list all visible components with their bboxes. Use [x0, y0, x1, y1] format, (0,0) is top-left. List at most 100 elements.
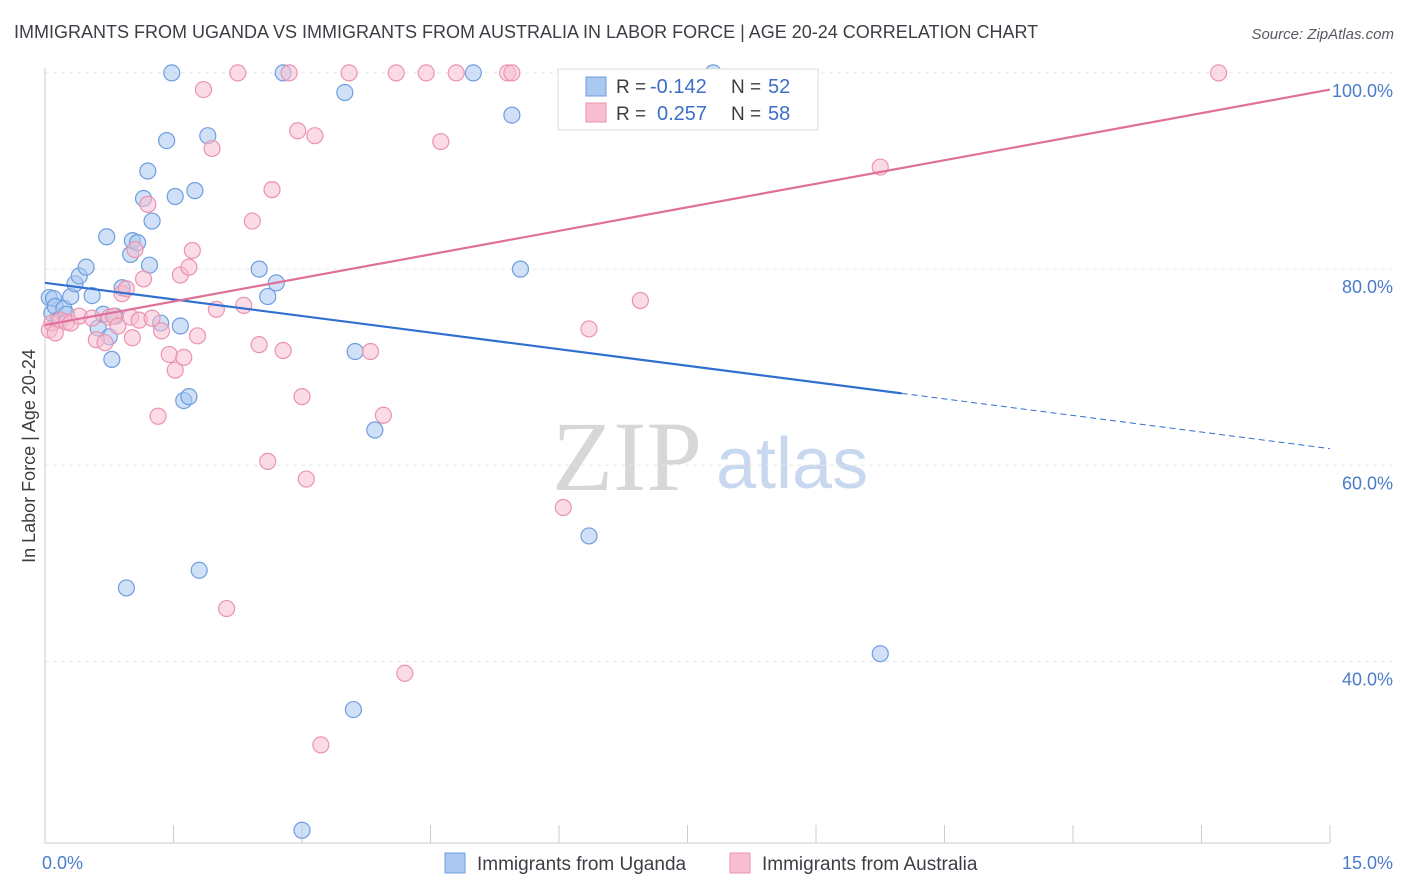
australia-point-54 — [432, 132, 450, 151]
y-tick-label-100: 100.0% — [1332, 81, 1393, 101]
uganda-point-10 — [77, 258, 95, 276]
uganda-point-14 — [98, 228, 116, 246]
australia-point-27 — [175, 348, 193, 366]
bottom-legend-uganda: Immigrants from Uganda — [477, 854, 687, 875]
australia-point-30 — [188, 327, 207, 345]
legend-n-value-uganda: 52 — [768, 76, 790, 98]
legend-swatch-uganda — [585, 76, 607, 97]
y-axis-label: In Labor Force | Age 20-24 — [19, 349, 39, 563]
x-tick-label-min: 0.0% — [42, 853, 83, 873]
australia-point-38 — [250, 336, 268, 354]
australia-point-31 — [194, 80, 213, 99]
legend-swatch-australia — [585, 102, 607, 123]
australia-point-24 — [160, 345, 178, 364]
uganda-point-46 — [464, 64, 482, 82]
uganda-point-26 — [143, 212, 161, 230]
australia-point-48 — [340, 64, 358, 82]
legend-n-label-australia: N = — [731, 104, 761, 125]
axes — [44, 68, 1331, 844]
uganda-point-30 — [166, 187, 184, 206]
uganda-point-37 — [250, 260, 268, 278]
bottom-legend-australia: Immigrants from Australia — [762, 854, 978, 875]
watermark-zip: ZIP — [552, 401, 702, 512]
uganda-trend-line-projection — [901, 392, 1331, 450]
y-tick-label-80: 80.0% — [1342, 277, 1393, 297]
australia-point-49 — [361, 342, 380, 361]
australia-point-52 — [396, 664, 414, 682]
australia-point-16 — [123, 329, 141, 347]
australia-point-21 — [143, 309, 161, 327]
x-tick-labels: 0.0% 15.0% — [42, 853, 1393, 873]
australia-point-57 — [503, 64, 521, 82]
watermark: ZIP atlas — [552, 401, 868, 512]
australia-point-50 — [374, 406, 392, 424]
uganda-point-42 — [336, 83, 354, 102]
australia-point-47 — [312, 736, 330, 754]
australia-point-58 — [554, 498, 572, 517]
australia-point-32 — [203, 139, 221, 158]
legend-r-value-uganda: -0.142 — [650, 76, 707, 98]
legend-r-value-australia: 0.257 — [657, 103, 707, 125]
watermark-atlas: atlas — [716, 424, 868, 504]
australia-point-41 — [274, 341, 292, 360]
uganda-point-24 — [139, 162, 157, 180]
australia-point-28 — [180, 258, 198, 276]
bottom-legend-swatch-uganda — [444, 852, 466, 874]
chart-title: IMMIGRANTS FROM UGANDA VS IMMIGRANTS FRO… — [14, 22, 1038, 42]
uganda-point-47 — [503, 106, 521, 124]
uganda-point-31 — [171, 317, 189, 335]
uganda-point-51 — [871, 645, 889, 663]
australia-point-59 — [580, 320, 598, 338]
australia-point-45 — [297, 470, 315, 488]
australia-point-19 — [134, 270, 153, 288]
australia-point-25 — [166, 361, 184, 379]
uganda-point-28 — [158, 131, 176, 150]
y-tick-labels: 40.0% 60.0% 80.0% 100.0% — [1332, 81, 1393, 690]
uganda-point-29 — [163, 64, 181, 82]
uganda-point-41 — [293, 821, 311, 839]
uganda-point-49 — [580, 527, 598, 545]
australia-point-37 — [243, 212, 261, 230]
australia-point-12 — [109, 317, 127, 335]
uganda-point-43 — [344, 700, 362, 719]
uganda-point-45 — [366, 421, 384, 439]
legend-r-label-australia: R = — [616, 104, 646, 125]
australia-point-9 — [96, 334, 114, 352]
australia-point-34 — [218, 599, 236, 618]
australia-point-23 — [152, 322, 171, 340]
australia-point-46 — [306, 127, 324, 145]
australia-point-51 — [387, 64, 405, 82]
australia-point-29 — [183, 241, 201, 260]
uganda-point-33 — [180, 388, 198, 406]
australia-point-44 — [293, 388, 311, 406]
australia-point-20 — [139, 195, 157, 213]
uganda-point-19 — [117, 579, 135, 597]
trend-lines — [44, 88, 1331, 450]
uganda-point-38 — [259, 287, 277, 306]
uganda-trend-line — [44, 281, 902, 395]
y-tick-label-60: 60.0% — [1342, 473, 1393, 493]
legend-r-label-uganda: R = — [616, 77, 646, 98]
legend-n-value-australia: 58 — [768, 103, 790, 125]
australia-point-42 — [280, 64, 298, 82]
y-tick-label-40: 40.0% — [1342, 670, 1393, 690]
uganda-point-11 — [83, 286, 101, 305]
australia-point-35 — [229, 64, 247, 82]
uganda-point-35 — [190, 561, 208, 579]
uganda-point-34 — [186, 182, 204, 200]
australia-points — [40, 64, 1228, 754]
australia-point-60 — [631, 291, 649, 310]
bottom-legend: Immigrants from Uganda Immigrants from A… — [444, 852, 978, 875]
australia-trend-line — [44, 88, 1331, 327]
australia-point-53 — [417, 64, 435, 82]
x-tick-label-max: 15.0% — [1342, 853, 1393, 873]
bottom-legend-swatch-australia — [729, 852, 751, 874]
australia-point-40 — [263, 181, 281, 199]
australia-point-22 — [149, 407, 167, 425]
australia-point-36 — [235, 296, 253, 315]
australia-point-62 — [1210, 64, 1228, 82]
australia-point-17 — [126, 240, 144, 259]
australia-point-39 — [259, 452, 277, 470]
